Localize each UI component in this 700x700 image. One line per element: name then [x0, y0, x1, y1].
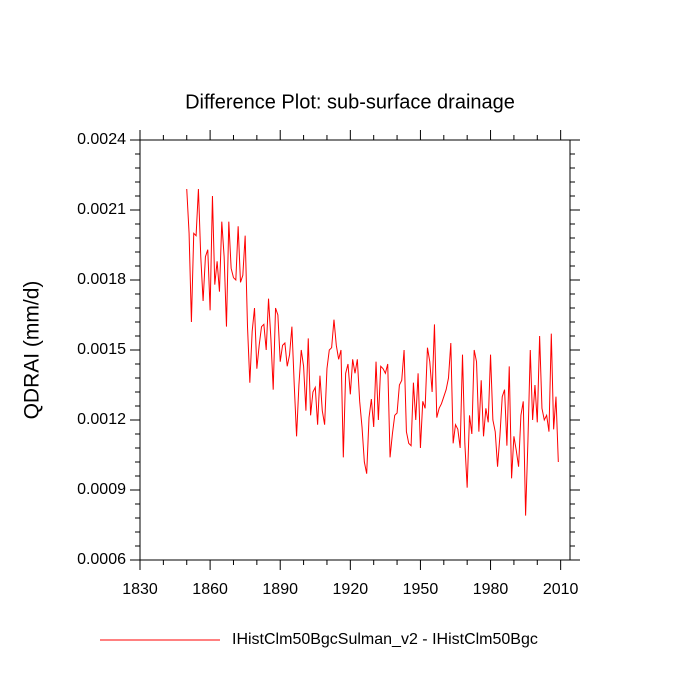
- x-tick-label: 1950: [403, 581, 439, 598]
- legend-label: IHistClm50BgcSulman_v2 - IHistClm50Bgc: [232, 631, 538, 648]
- x-tick-label: 2010: [543, 581, 579, 598]
- chart-title: Difference Plot: sub-surface drainage: [185, 91, 515, 113]
- y-tick-label: 0.0018: [77, 271, 126, 288]
- y-tick-label: 0.0021: [77, 201, 126, 218]
- x-tick-label: 1920: [333, 581, 369, 598]
- x-tick-label: 1980: [473, 581, 509, 598]
- x-tick-label: 1860: [192, 581, 228, 598]
- y-tick-label: 0.0006: [77, 551, 126, 568]
- y-tick-label: 0.0015: [77, 341, 126, 358]
- x-tick-label: 1830: [122, 581, 158, 598]
- y-tick-label: 0.0024: [77, 131, 126, 148]
- y-tick-label: 0.0012: [77, 411, 126, 428]
- y-axis-label: QDRAI (mm/d): [21, 281, 44, 420]
- plot-frame: [139, 139, 571, 561]
- y-tick-label: 0.0009: [77, 481, 126, 498]
- data-line: [186, 188, 559, 516]
- x-tick-label: 1890: [262, 581, 298, 598]
